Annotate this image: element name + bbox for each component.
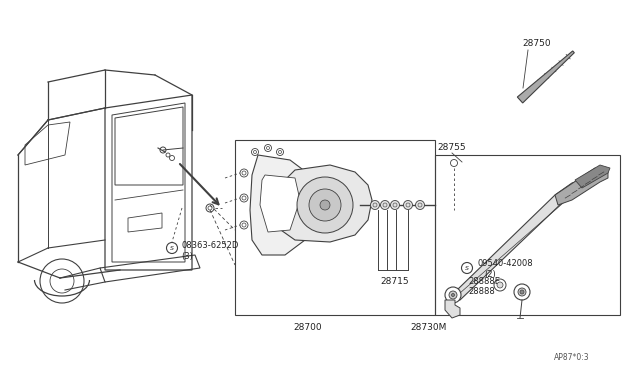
- Polygon shape: [250, 155, 315, 255]
- Circle shape: [451, 294, 454, 296]
- Circle shape: [494, 279, 506, 291]
- Text: S: S: [170, 246, 174, 250]
- Text: 28700: 28700: [294, 324, 323, 333]
- Text: 28750: 28750: [522, 39, 550, 48]
- Text: 28888E: 28888E: [468, 276, 500, 285]
- Text: 08363-6252D: 08363-6252D: [182, 241, 239, 250]
- Circle shape: [461, 263, 472, 273]
- Circle shape: [297, 177, 353, 233]
- Text: S: S: [465, 266, 469, 270]
- Circle shape: [320, 200, 330, 210]
- Circle shape: [451, 160, 458, 167]
- Circle shape: [518, 288, 526, 296]
- Circle shape: [390, 201, 399, 209]
- Circle shape: [252, 148, 259, 155]
- Circle shape: [240, 221, 248, 229]
- Circle shape: [449, 291, 457, 299]
- Text: 28715: 28715: [380, 278, 408, 286]
- Text: (3): (3): [181, 251, 193, 260]
- Text: 09540-42008: 09540-42008: [478, 260, 534, 269]
- Circle shape: [381, 201, 390, 209]
- Polygon shape: [555, 168, 608, 205]
- Circle shape: [206, 204, 214, 212]
- Text: AP87*0:3: AP87*0:3: [554, 353, 590, 362]
- Circle shape: [264, 144, 271, 151]
- Circle shape: [276, 148, 284, 155]
- Text: 28888: 28888: [468, 286, 495, 295]
- Circle shape: [403, 201, 413, 209]
- Circle shape: [445, 287, 461, 303]
- Polygon shape: [450, 178, 595, 300]
- Circle shape: [415, 201, 424, 209]
- Polygon shape: [272, 165, 372, 242]
- Circle shape: [371, 201, 380, 209]
- Polygon shape: [445, 300, 460, 318]
- Circle shape: [166, 243, 177, 253]
- Polygon shape: [517, 51, 574, 103]
- Polygon shape: [260, 175, 300, 232]
- Text: (2): (2): [484, 269, 496, 279]
- Circle shape: [514, 284, 530, 300]
- Text: 28730M: 28730M: [410, 324, 446, 333]
- Text: 28755: 28755: [437, 144, 466, 153]
- Circle shape: [309, 189, 341, 221]
- Polygon shape: [575, 165, 610, 188]
- Circle shape: [520, 290, 524, 294]
- Circle shape: [240, 169, 248, 177]
- Circle shape: [240, 194, 248, 202]
- Circle shape: [497, 282, 503, 288]
